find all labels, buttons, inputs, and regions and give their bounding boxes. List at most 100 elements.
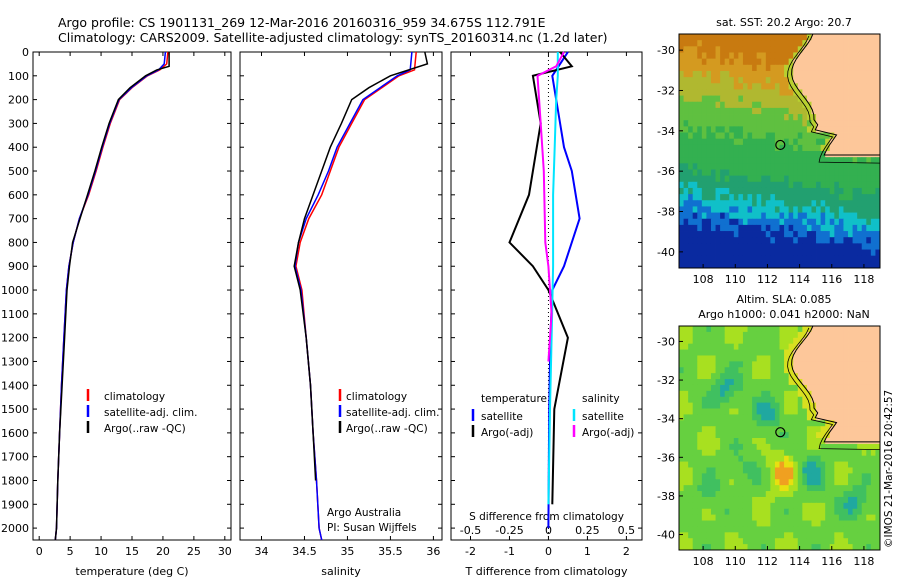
sla-map-cell bbox=[765, 402, 771, 409]
sst-map-cell bbox=[733, 187, 739, 195]
sla-map-cell bbox=[806, 355, 812, 362]
sst-map-cell bbox=[683, 120, 689, 127]
sst-map-cell bbox=[788, 231, 794, 238]
sst-map-cell bbox=[838, 138, 844, 146]
sla-map-cell bbox=[825, 384, 831, 392]
sst-map-cell bbox=[797, 64, 803, 72]
sla-map-cell bbox=[688, 420, 694, 427]
sst-map-cell bbox=[870, 243, 876, 250]
sst-map-cell bbox=[688, 163, 694, 170]
sst-map-cell bbox=[857, 52, 863, 60]
sst-map-cell bbox=[811, 64, 817, 72]
sst-map-cell bbox=[770, 46, 776, 53]
sla-map-cell bbox=[765, 502, 771, 510]
sla-map-cell bbox=[788, 355, 794, 362]
sst-map-cell bbox=[765, 200, 771, 207]
sst-map-cell bbox=[838, 70, 844, 78]
sst-map-cell bbox=[733, 144, 739, 152]
sla-map-cell bbox=[692, 479, 698, 486]
sla-map-cell bbox=[852, 343, 858, 350]
sla-map-cell bbox=[752, 502, 758, 510]
sst-map-cell bbox=[779, 46, 785, 53]
sst-map-cell bbox=[715, 212, 721, 220]
sla-map-cell bbox=[724, 367, 730, 374]
sst-map-cell bbox=[742, 126, 748, 133]
sla-map-cell bbox=[706, 485, 712, 492]
sla-map-cell bbox=[710, 438, 716, 445]
sla-map-cell bbox=[679, 396, 684, 404]
sst-map-cell bbox=[870, 151, 876, 158]
sla-map-cell bbox=[825, 485, 831, 492]
sla-map-cell bbox=[838, 408, 844, 415]
sst-map-cell bbox=[688, 151, 694, 158]
sst-map-cell bbox=[843, 181, 849, 189]
sst-map-cell bbox=[838, 77, 844, 84]
sla-map-cell bbox=[802, 337, 808, 345]
sst-map-cell bbox=[857, 34, 863, 41]
sla-map-cell bbox=[752, 526, 758, 533]
sla-map-cell bbox=[752, 367, 758, 374]
sla-map-cell bbox=[715, 390, 721, 398]
sst-map-cell bbox=[688, 107, 694, 115]
sla-map-cell bbox=[706, 355, 712, 362]
sst-map-cell bbox=[724, 144, 730, 152]
sst-map-cell bbox=[770, 237, 776, 244]
sst-map-cell bbox=[834, 212, 840, 220]
sla-map-cell bbox=[706, 461, 712, 468]
sst-map-cell bbox=[848, 144, 853, 152]
sla-map-cell bbox=[825, 538, 831, 545]
sla-map-cell bbox=[806, 432, 812, 439]
sst-map-cell bbox=[838, 243, 844, 250]
sla-map-cell bbox=[793, 502, 799, 510]
sst-map-cell bbox=[715, 132, 721, 140]
sla-map-cell bbox=[697, 532, 703, 539]
temperature-xtick-label: 20 bbox=[156, 545, 170, 558]
sst-map-cell bbox=[875, 95, 881, 103]
sla-map-cell bbox=[866, 396, 872, 404]
sla-map-cell bbox=[852, 508, 858, 516]
sst-map-cell bbox=[802, 34, 808, 41]
sla-map-cell bbox=[692, 390, 698, 398]
sst-map-cell bbox=[866, 181, 872, 189]
sla-map-cell bbox=[834, 455, 840, 462]
sla-map-cell bbox=[784, 455, 790, 462]
sla-map-cell bbox=[788, 331, 794, 339]
sst-map-cell bbox=[752, 187, 758, 195]
sst-map-cell bbox=[825, 95, 831, 103]
sst-map-cell bbox=[825, 114, 831, 121]
sst-map-cell bbox=[706, 101, 712, 109]
sst-map-cell bbox=[797, 249, 803, 257]
sst-map-cell bbox=[784, 77, 790, 84]
sst-map-cell bbox=[806, 181, 812, 189]
sla-map-cell bbox=[679, 438, 684, 445]
sla-map-cell bbox=[688, 449, 694, 457]
sla-map-cell bbox=[765, 520, 771, 527]
sst-map-cell bbox=[802, 224, 808, 232]
sst-map-cell bbox=[861, 181, 867, 189]
sla-map-cell bbox=[724, 426, 730, 433]
sla-map-cell bbox=[742, 384, 748, 392]
sla-map-cell bbox=[838, 379, 844, 386]
sla-map-cell bbox=[720, 455, 726, 462]
temperature-ytick-label: 0 bbox=[22, 46, 29, 59]
sla-map-cell bbox=[866, 461, 872, 468]
sla-map-cell bbox=[857, 414, 863, 421]
sst-map-cell bbox=[720, 95, 726, 103]
sst-map-cell bbox=[838, 107, 844, 115]
sla-map-cell bbox=[733, 408, 739, 415]
sst-map-cell bbox=[715, 107, 721, 115]
sst-map-cell bbox=[710, 218, 716, 226]
sst-map-cell bbox=[816, 58, 822, 66]
sla-map-ytick-label: -40 bbox=[657, 529, 675, 542]
sst-map-cell bbox=[697, 34, 703, 41]
sla-map-cell bbox=[761, 491, 767, 498]
sst-map-cell bbox=[857, 132, 863, 140]
sst-map-cell bbox=[747, 157, 753, 164]
sla-map-xtick-label: 118 bbox=[853, 555, 874, 568]
sst-map-cell bbox=[797, 58, 803, 66]
sla-map-cell bbox=[697, 485, 703, 492]
sla-map-cell bbox=[866, 473, 872, 480]
sst-map-cell bbox=[688, 144, 694, 152]
sla-map-cell bbox=[761, 367, 767, 374]
sla-map-cell bbox=[852, 467, 858, 474]
